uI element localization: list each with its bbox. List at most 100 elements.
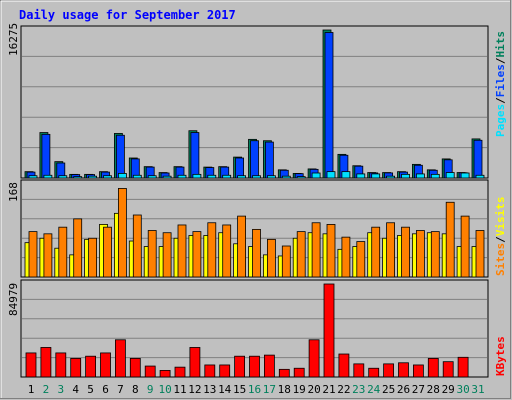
kbytes-bar	[323, 283, 335, 378]
pages-bar	[58, 175, 68, 179]
day-label: 15	[233, 383, 246, 396]
sites-bar	[296, 231, 306, 278]
sites-bar	[252, 228, 261, 278]
kbytes-bar	[308, 339, 320, 378]
kbytes-bar	[189, 347, 201, 378]
legend-sep-3: /	[494, 236, 507, 243]
pages-bar	[296, 176, 306, 179]
pages-bar	[460, 172, 470, 179]
visits-ymax-label: 168	[7, 182, 20, 202]
kbytes-bar	[293, 367, 305, 378]
files-bar	[250, 140, 259, 179]
sites-bar	[415, 230, 425, 278]
kbytes-bar	[55, 352, 67, 378]
kbytes-bar	[25, 352, 37, 378]
sites-bar	[401, 226, 410, 278]
sites-bar	[162, 232, 172, 278]
legend-files: Files	[494, 64, 507, 97]
day-label: 2	[43, 383, 50, 396]
sites-bar	[103, 226, 112, 278]
day-label: 19	[293, 383, 306, 396]
legend-sites: Sites	[494, 243, 507, 276]
pages-bar	[311, 172, 321, 179]
sites-bar	[445, 201, 455, 278]
day-label: 27	[412, 383, 425, 396]
legend-kbytes: KBytes	[494, 336, 507, 376]
day-label: 22	[337, 383, 350, 396]
sites-bar	[237, 215, 247, 278]
pages-bar	[445, 172, 455, 179]
pages-bar	[162, 175, 172, 179]
day-label: 26	[397, 383, 410, 396]
sites-bar	[386, 222, 396, 278]
chart-title: Daily usage for September 2017	[19, 8, 236, 22]
pages-bar	[266, 175, 276, 179]
pages-bar	[356, 173, 366, 179]
pages-bar	[28, 175, 38, 179]
sites-bar	[73, 218, 83, 278]
sites-bar	[222, 224, 232, 278]
kbytes-bar	[159, 370, 171, 378]
sites-bar	[430, 231, 440, 278]
day-label: 23	[352, 383, 365, 396]
sites-bar	[43, 233, 53, 278]
kbytes-bar	[174, 366, 186, 378]
kbytes-bar	[398, 362, 409, 378]
sites-bar	[371, 226, 381, 278]
kbytes-bar	[263, 354, 275, 378]
kbytes-bar	[100, 352, 111, 378]
day-label: 1	[28, 383, 35, 396]
sites-bar	[147, 230, 157, 278]
pages-bar	[207, 174, 217, 179]
day-label: 31	[471, 383, 484, 396]
kbytes-bar	[457, 356, 469, 378]
kbytes-bar	[353, 363, 365, 378]
kbytes-bar	[234, 355, 246, 378]
day-axis-labels: 1 2 3 4 5 6 7 8 9 10 11 12 13 14 15 16 17 18 19 20 21 22 23 24 2…	[28, 383, 485, 396]
sites-bar	[341, 236, 351, 278]
day-label: 7	[117, 383, 124, 396]
legend-pages: Pages	[494, 104, 507, 137]
files-bar	[264, 141, 274, 179]
pages-bar	[192, 173, 202, 179]
pages-bar	[222, 174, 232, 179]
day-label: 8	[132, 383, 139, 396]
sites-bar	[356, 241, 366, 278]
pages-bar	[88, 175, 97, 179]
pages-bar	[73, 176, 83, 179]
kbytes-bar	[412, 364, 424, 378]
day-label: 13	[203, 383, 216, 396]
kbytes-ymax-label: 84979	[7, 283, 20, 316]
day-label: 25	[382, 383, 395, 396]
pages-bar	[118, 173, 127, 179]
pages-bar	[252, 175, 261, 179]
day-label: 28	[427, 383, 440, 396]
kbytes-bar	[115, 339, 126, 378]
day-label: 3	[57, 383, 64, 396]
kbytes-bar	[70, 357, 82, 378]
kbytes-bar	[219, 364, 231, 378]
sites-bar	[326, 224, 336, 278]
sites-bar	[311, 222, 321, 278]
files-bar	[116, 134, 125, 179]
day-label: 30	[456, 383, 469, 396]
files-bar	[41, 133, 51, 179]
pages-bar	[147, 175, 157, 179]
kbytes-bar	[427, 357, 439, 378]
sites-bar	[118, 188, 127, 278]
kbytes-bar	[40, 347, 52, 378]
kbytes-bar	[144, 365, 156, 378]
legend-hits: Hits	[494, 31, 507, 58]
sites-bar	[58, 226, 68, 278]
day-label: 21	[322, 383, 335, 396]
day-label: 17	[263, 383, 276, 396]
kbytes-bar	[129, 357, 141, 378]
pages-bar	[132, 174, 142, 179]
sites-bar	[266, 238, 276, 278]
pages-bar	[237, 175, 247, 179]
chart-panels	[20, 25, 489, 378]
kbytes-bar	[278, 368, 290, 378]
kbytes-bar	[204, 364, 216, 378]
sites-bar	[28, 231, 38, 278]
